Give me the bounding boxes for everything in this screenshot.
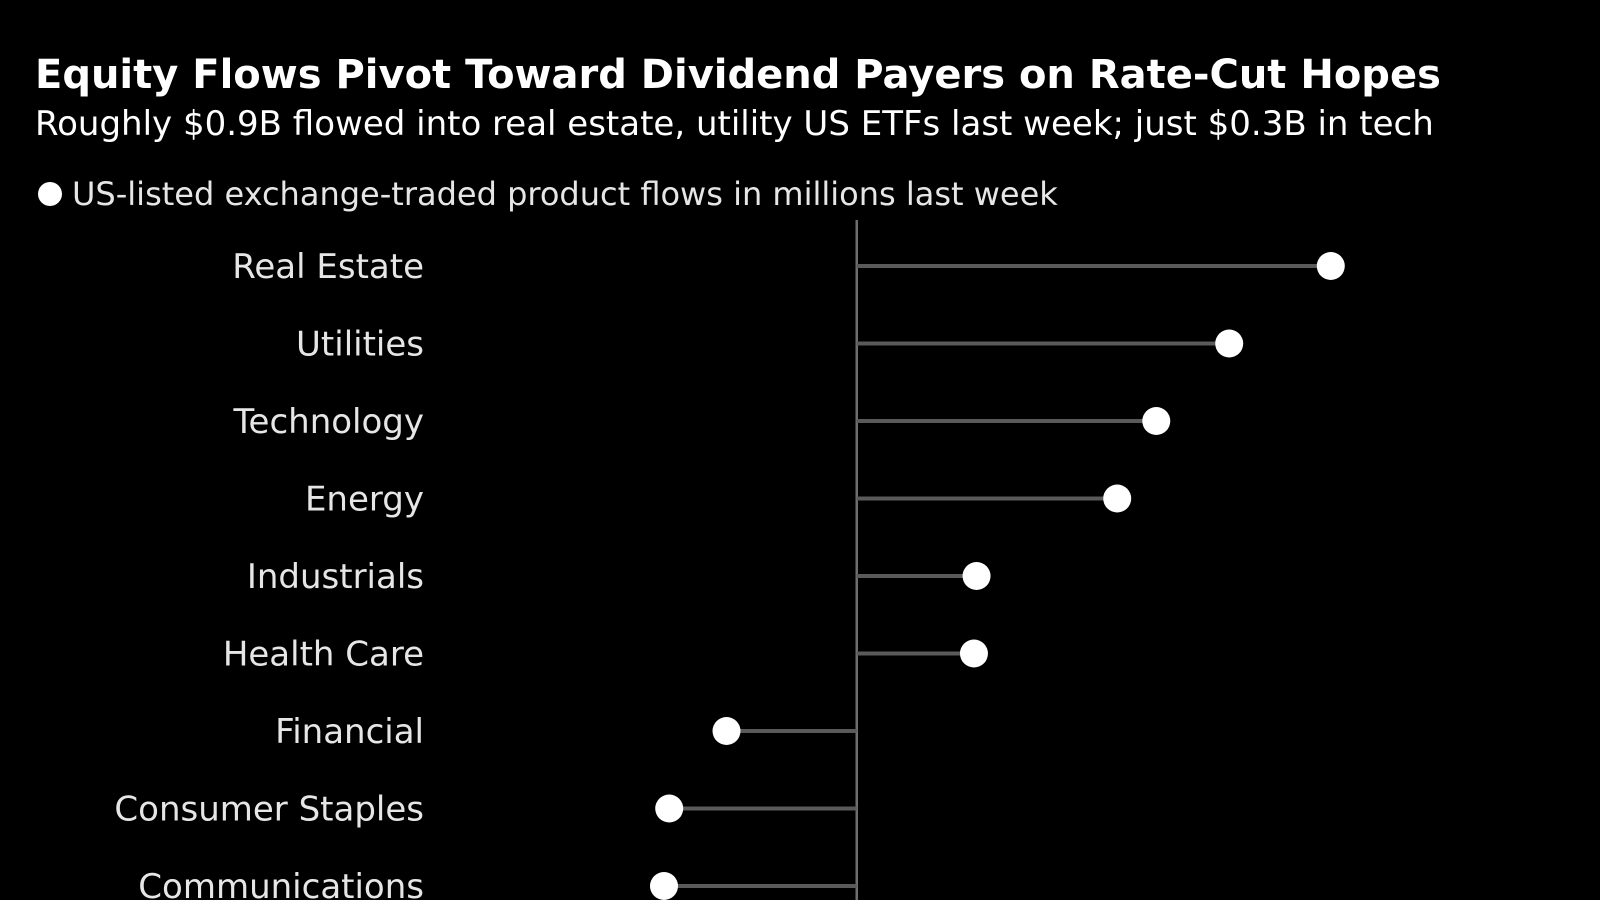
category-label: Utilities	[296, 325, 424, 365]
chart-title: Equity Flows Pivot Toward Dividend Payer…	[35, 52, 1441, 98]
chart-subtitle: Roughly $0.9B flowed into real estate, u…	[35, 104, 1434, 144]
lollipop-point	[1103, 484, 1132, 513]
lollipop-point	[962, 562, 991, 590]
category-label: Health Care	[223, 635, 424, 675]
lollipop-point	[655, 794, 684, 823]
lollipop-point	[1215, 329, 1244, 358]
category-label: Consumer Staples	[114, 790, 424, 830]
legend-dot-icon	[38, 182, 62, 206]
lollipop-point	[712, 717, 741, 745]
legend: US-listed exchange-traded product flows …	[38, 172, 1058, 216]
category-label: Energy	[305, 480, 424, 520]
category-label: Technology	[233, 402, 424, 442]
lollipop-point	[1142, 407, 1171, 435]
category-label: Real Estate	[232, 247, 424, 287]
legend-label: US-listed exchange-traded product flows …	[72, 175, 1058, 213]
lollipop-point	[650, 872, 678, 900]
category-label: Financial	[275, 712, 424, 752]
lollipop-point	[1316, 252, 1345, 280]
lollipop-point	[959, 639, 988, 668]
category-label: Communications	[138, 867, 424, 900]
category-label: Industrials	[247, 557, 424, 597]
